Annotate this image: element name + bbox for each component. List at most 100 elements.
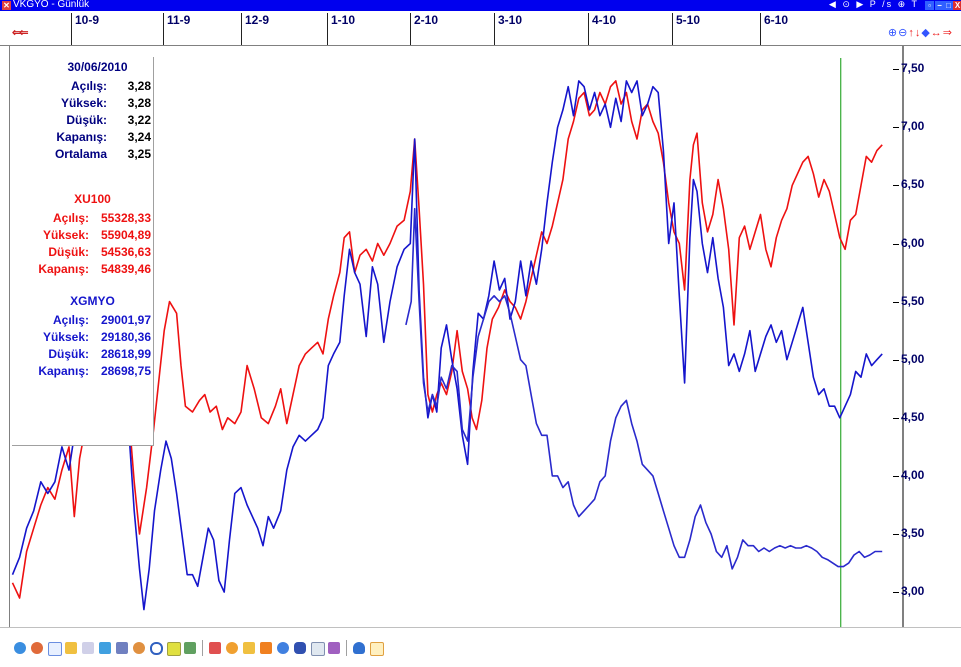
toolbar-separator <box>346 640 347 656</box>
restore-button[interactable]: □ <box>944 1 953 10</box>
xgmyo-row: Açılış: 29001,97 <box>12 313 153 330</box>
price-tick <box>893 185 899 186</box>
date-tick <box>71 13 72 45</box>
arrow-left-icon[interactable]: ◆ <box>921 27 931 39</box>
price-row: Düşük: 3,22 <box>12 113 153 130</box>
window-titlebar: ✕ VKGYO - Günlük ◀ ⊙ ▶ P /s ⊕ T ▫ − □ X <box>0 0 961 11</box>
arrow-right-icon[interactable]: ↔⇒ <box>930 27 953 39</box>
grid-icon[interactable] <box>184 642 196 654</box>
chart-window-icon[interactable] <box>209 642 221 654</box>
bars-icon[interactable] <box>116 642 128 654</box>
date-label: 1-10 <box>331 13 356 27</box>
ruler-icon[interactable] <box>99 642 111 654</box>
xgmyo-label: Yüksek: <box>42 330 89 344</box>
xgmyo-label: Açılış: <box>52 313 89 327</box>
zoom-navigation[interactable]: ⊕⊖↑↓◆↔⇒ <box>888 26 953 39</box>
price-label: 7,50 <box>901 61 925 75</box>
price-tick <box>893 244 899 245</box>
price-value: 3,28 <box>127 96 151 110</box>
xu100-label: Kapanış: <box>38 262 89 276</box>
refresh-icon[interactable] <box>277 642 289 654</box>
xgmyo-row: Kapanış: 28698,75 <box>12 364 153 381</box>
xgmyo-label: Kapanış: <box>38 364 89 378</box>
date-tick <box>494 13 495 45</box>
price-label: Yüksek: <box>60 96 107 110</box>
pie-chart-icon[interactable] <box>31 642 43 654</box>
minimize-button[interactable]: ▫ <box>925 1 934 10</box>
xu100-label: Açılış: <box>52 211 89 225</box>
globe-icon[interactable] <box>14 642 26 654</box>
xgmyo-label: Düşük: <box>48 347 89 361</box>
title-toolbar[interactable]: ◀ ⊙ ▶ P /s ⊕ T <box>828 0 919 9</box>
close-button[interactable]: X <box>953 1 961 10</box>
folder-icon[interactable] <box>243 642 255 654</box>
people-icon[interactable] <box>133 642 145 654</box>
date-label: 10-9 <box>75 13 100 27</box>
news-icon[interactable] <box>260 642 272 654</box>
date-tick <box>410 13 411 45</box>
price-label: 6,50 <box>901 177 925 191</box>
zoom-in-icon[interactable]: ⊕ <box>887 27 899 39</box>
price-label: 4,50 <box>901 410 925 424</box>
help-icon[interactable] <box>370 642 384 656</box>
price-label: 5,00 <box>901 352 925 366</box>
date-tick <box>760 13 761 45</box>
image-icon[interactable] <box>167 642 181 656</box>
list-icon[interactable] <box>82 642 94 654</box>
xu100-row: Açılış: 55328,33 <box>12 211 153 228</box>
xgmyo-title: XGMYO <box>70 294 115 308</box>
price-row: Yüksek: 3,28 <box>12 96 153 113</box>
toolbar-separator <box>202 640 203 656</box>
date-label: 5-10 <box>676 13 701 27</box>
price-label: 4,00 <box>901 468 925 482</box>
user-icon[interactable] <box>294 642 306 654</box>
date-tick <box>672 13 673 45</box>
xu100-value: 54839,46 <box>100 262 151 276</box>
database-icon[interactable] <box>353 642 365 654</box>
price-value: 3,22 <box>127 113 151 127</box>
price-chart[interactable] <box>9 46 961 627</box>
search-icon[interactable] <box>150 642 163 655</box>
date-axis-bar: ⇐⇐ 10-9 11-9 12-9 1-10 2-10 3-10 4-10 5-10 6-10 … <box>0 11 961 46</box>
price-label: Ortalama <box>54 147 107 161</box>
maximize-button[interactable]: − <box>935 1 944 10</box>
xu100-label: Düşük: <box>48 245 89 259</box>
info-panel: 30/06/2010 Açılış: 3,28 Yüksek: 3,28 Düşük: 3… <box>12 57 154 446</box>
series-xu100 <box>11 80 883 599</box>
price-label: Kapanış: <box>56 130 107 144</box>
alarm-icon[interactable] <box>328 642 340 654</box>
date-label: 3-10 <box>498 13 523 27</box>
price-tick <box>893 418 899 419</box>
xu100-row: Düşük: 54536,63 <box>12 245 153 262</box>
xgmyo-row: Düşük: 28618,99 <box>12 347 153 364</box>
price-row: Kapanış: 3,24 <box>12 130 153 147</box>
info-date: 30/06/2010 <box>67 60 128 74</box>
price-label: 3,50 <box>901 526 925 540</box>
price-tick <box>893 360 899 361</box>
arrow-down-icon[interactable]: ↓ <box>914 27 922 39</box>
price-tick <box>893 534 899 535</box>
xu100-row: Kapanış: 54839,46 <box>12 262 153 279</box>
date-tick <box>163 13 164 45</box>
price-row: Ortalama 3,25 <box>12 147 153 164</box>
price-label: Düşük: <box>66 113 107 127</box>
xu100-value: 55904,89 <box>100 228 151 242</box>
bottom-toolbar <box>0 627 961 667</box>
xgmyo-value: 29180,36 <box>100 330 151 344</box>
scroll-left-button[interactable]: ⇐⇐ <box>12 27 29 39</box>
date-tick <box>588 13 589 45</box>
arrow-up-icon[interactable]: ↑ <box>908 27 915 39</box>
xu100-value: 54536,63 <box>100 245 151 259</box>
plot-frame <box>9 46 961 627</box>
price-row: Açılış: 3,28 <box>12 79 153 96</box>
clock-icon[interactable] <box>226 642 238 654</box>
xu100-label: Yüksek: <box>42 228 89 242</box>
line-chart-icon[interactable] <box>48 642 62 656</box>
table-icon[interactable] <box>65 642 77 654</box>
price-tick <box>893 69 899 70</box>
price-label: 7,00 <box>901 119 925 133</box>
document-icon[interactable] <box>311 642 325 656</box>
price-value: 3,28 <box>127 79 151 93</box>
price-tick <box>893 592 899 593</box>
zoom-out-icon[interactable]: ⊖ <box>898 27 909 39</box>
